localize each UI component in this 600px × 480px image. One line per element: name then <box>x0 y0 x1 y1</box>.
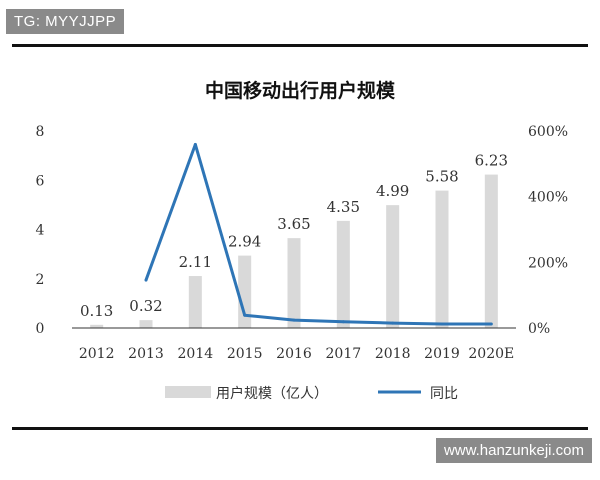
legend: 用户规模（亿人） 同比 <box>165 385 458 402</box>
bar-value-label: 4.99 <box>376 182 409 200</box>
bar-label-group: 0.13 0.32 2.11 2.94 3.65 4.35 4.99 5.58 6.23 <box>80 152 508 320</box>
yoy-point <box>489 322 493 326</box>
bar <box>139 320 153 328</box>
bar <box>386 205 400 328</box>
axes: 0 2 4 6 8 0% 200% 400% 600% 2012 2013 2014 2015 2016 2… <box>36 124 568 362</box>
yoy-point <box>341 320 345 324</box>
x-tick-label: 2019 <box>424 346 460 362</box>
bar-value-label: 5.58 <box>425 168 458 186</box>
bar <box>435 190 449 328</box>
yoy-point <box>391 321 395 325</box>
x-tick-label: 2017 <box>326 346 362 362</box>
bar-value-label: 0.13 <box>80 302 113 320</box>
y-right-tick-label: 200% <box>528 255 568 271</box>
legend-label-bar: 用户规模（亿人） <box>216 385 328 402</box>
bar <box>287 238 301 328</box>
chart-title: 中国移动出行用户规模 <box>205 79 396 102</box>
y-left-tick-label: 2 <box>36 272 45 288</box>
y-left-tick-label: 6 <box>36 173 45 189</box>
yoy-point <box>292 318 296 322</box>
bar <box>336 220 350 328</box>
legend-label-line: 同比 <box>430 386 458 402</box>
x-tick-label: 2015 <box>227 346 263 362</box>
bar-value-label: 3.65 <box>277 215 310 233</box>
yoy-line <box>144 142 492 326</box>
line-group <box>144 142 493 326</box>
bar-value-label: 4.35 <box>327 198 360 216</box>
y-left-tick-label: 0 <box>36 321 45 337</box>
x-tick-label: 2016 <box>276 346 312 362</box>
yoy-point <box>440 322 444 326</box>
yoy-point <box>144 278 148 282</box>
bar <box>484 174 498 328</box>
y-left-tick-label: 8 <box>36 124 45 140</box>
x-tick-label: 2013 <box>128 346 164 362</box>
bar-group <box>90 174 498 328</box>
y-right-tick-label: 400% <box>528 190 568 206</box>
bar <box>238 255 252 328</box>
bottom-divider <box>12 427 588 430</box>
watermark-bottom: www.hanzunkeji.com <box>435 438 592 463</box>
legend-swatch-bar <box>165 386 211 398</box>
x-tick-label: 2014 <box>178 346 214 362</box>
y-right-tick-label: 0% <box>528 321 550 337</box>
top-divider <box>12 44 588 47</box>
bar-value-label: 0.32 <box>129 297 162 315</box>
yoy-point <box>193 142 197 146</box>
bar <box>188 276 202 328</box>
x-tick-label: 2020E <box>468 346 514 362</box>
yoy-point <box>243 313 247 317</box>
bar-value-label: 2.94 <box>228 233 261 251</box>
watermark-top: TG: MYYJJPP <box>6 9 125 34</box>
bar-value-label: 6.23 <box>475 152 508 170</box>
y-left-tick-label: 4 <box>36 223 45 239</box>
bar <box>90 324 104 328</box>
bar-value-label: 2.11 <box>179 253 212 271</box>
y-right-tick-label: 600% <box>528 124 568 140</box>
x-tick-label: 2012 <box>79 346 115 362</box>
x-tick-label: 2018 <box>375 346 411 362</box>
